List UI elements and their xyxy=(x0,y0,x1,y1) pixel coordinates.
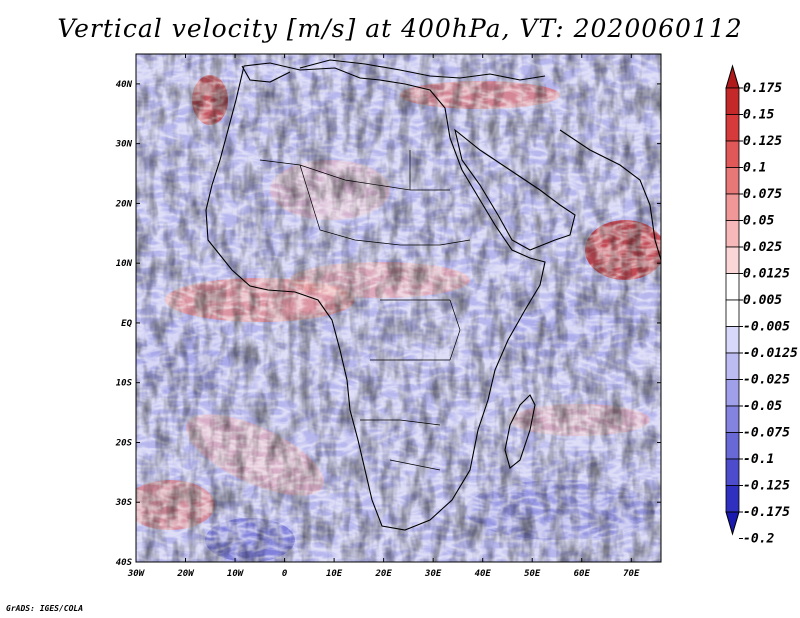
lat-tick-label: 10N xyxy=(116,259,133,269)
colorbar-segment xyxy=(725,432,740,460)
colorbar-label: 0.05 xyxy=(743,214,774,229)
lat-tick-label: 30S xyxy=(115,498,133,508)
colorbar-label: -0.2 xyxy=(743,532,774,547)
colorbar-label: 0.1 xyxy=(743,161,766,176)
colorbar-min-arrow xyxy=(725,511,740,536)
colorbar-segment xyxy=(725,220,740,248)
colorbar-segment xyxy=(725,326,740,354)
lon-tick-label: 30W xyxy=(127,569,146,579)
colorbar-label: -0.0125 xyxy=(743,346,798,361)
chart-title: Vertical velocity [m/s] at 400hPa, VT: 2… xyxy=(57,14,743,43)
footer-credit: GrADS: IGES/COLA xyxy=(6,604,84,613)
colorbar-label: -0.005 xyxy=(743,320,790,335)
lon-tick-label: 30E xyxy=(424,569,442,579)
colorbar-label: -0.175 xyxy=(743,505,790,520)
colorbar-label: 0.175 xyxy=(743,81,782,96)
lat-tick-label: 20S xyxy=(115,438,133,448)
colorbar-max-arrow xyxy=(725,64,740,89)
longitude-axis: 30W 20W 10W 0 10E 20E 30E 40E 50E 60E 70E xyxy=(127,54,640,579)
colorbar-segment xyxy=(725,299,740,327)
lat-tick-label: EQ xyxy=(121,319,132,329)
lon-tick-label: 0 xyxy=(282,569,288,579)
madagascar-coastline xyxy=(504,394,536,469)
colorbar-segment xyxy=(725,352,740,380)
colorbar-segment xyxy=(725,140,740,168)
lon-tick-label: 50E xyxy=(524,569,541,579)
mediterranean-north xyxy=(299,59,546,81)
lon-tick-label: 10E xyxy=(326,569,343,579)
colorbar-label: -0.075 xyxy=(743,426,790,441)
coastlines xyxy=(205,59,661,531)
colorbar-segment xyxy=(725,193,740,221)
colorbar-label: -0.1 xyxy=(743,452,774,467)
colorbar-label: 0.025 xyxy=(743,240,782,255)
lon-tick-label: 70E xyxy=(623,569,640,579)
colorbar-label: 0.0125 xyxy=(743,267,790,282)
lon-tick-label: 60E xyxy=(574,569,591,579)
iberia-coastline xyxy=(241,65,291,83)
colorbar-label: -0.125 xyxy=(743,479,790,494)
colorbar-label: -0.05 xyxy=(743,399,782,414)
colorbar-segment xyxy=(725,87,740,115)
africa-coastline xyxy=(205,62,546,531)
lon-tick-label: 10W xyxy=(227,569,245,579)
lon-tick-label: 20E xyxy=(375,569,393,579)
colorbar-segment xyxy=(725,273,740,301)
colorbar-segment xyxy=(725,246,740,274)
colorbar-label: -0.025 xyxy=(743,373,790,388)
colorbar-segment xyxy=(725,405,740,433)
lon-tick-label: 20W xyxy=(176,569,195,579)
colorbar-label: 0.005 xyxy=(743,293,782,308)
latitude-axis: 40N 30N 20N 10N EQ 10S 20S 30S 40S xyxy=(115,80,661,568)
colorbar: 0.175 0.15 0.125 0.1 0.075 0.05 0.025 0.0125 0.0… xyxy=(725,64,798,547)
colorbar-segment xyxy=(725,167,740,195)
plot-frame xyxy=(135,53,662,563)
lat-tick-label: 40S xyxy=(116,558,133,568)
asia-coastline xyxy=(559,129,661,261)
arabia-coastline xyxy=(454,128,576,251)
colorbar-label: 0.15 xyxy=(743,108,774,123)
colorbar-segment xyxy=(725,458,740,486)
colorbar-segment xyxy=(725,485,740,513)
velocity-field xyxy=(136,54,661,562)
colorbar-segment xyxy=(725,379,740,407)
lat-tick-label: 30N xyxy=(115,140,133,150)
country-borders xyxy=(259,150,471,471)
lat-tick-label: 10S xyxy=(116,379,133,389)
colorbar-label: 0.075 xyxy=(743,187,782,202)
lat-tick-label: 20N xyxy=(115,199,133,209)
lon-tick-label: 40E xyxy=(475,569,492,579)
colorbar-segment xyxy=(725,114,740,142)
lat-tick-label: 40N xyxy=(116,80,133,90)
colorbar-label: 0.125 xyxy=(743,134,782,149)
